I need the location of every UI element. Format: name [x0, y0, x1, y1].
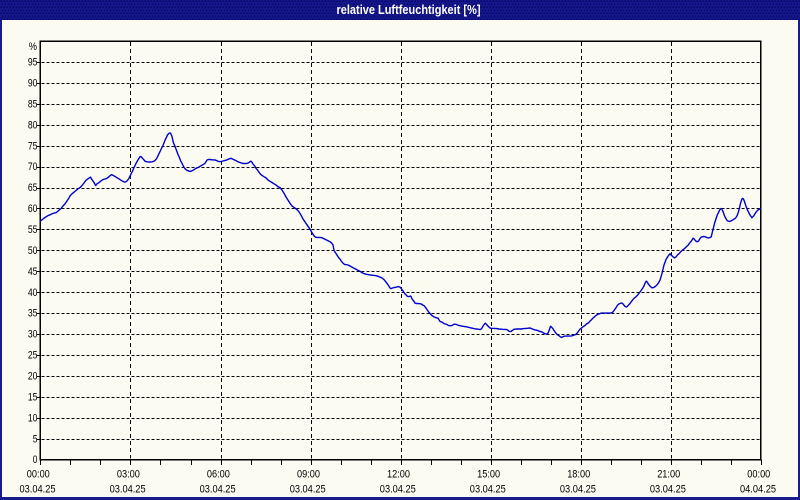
- svg-text:03.04.25: 03.04.25: [470, 484, 506, 496]
- svg-text:%: %: [29, 41, 37, 53]
- svg-text:0: 0: [33, 454, 38, 466]
- svg-text:03.04.25: 03.04.25: [200, 484, 236, 496]
- svg-text:35: 35: [28, 308, 38, 320]
- svg-text:12:00: 12:00: [387, 468, 410, 480]
- svg-text:relative Luftfeuchtigkeit [%]: relative Luftfeuchtigkeit [%]: [337, 3, 481, 17]
- svg-text:15: 15: [28, 391, 38, 403]
- svg-text:00:00: 00:00: [747, 468, 770, 480]
- svg-text:80: 80: [28, 119, 38, 131]
- svg-text:03.04.25: 03.04.25: [560, 484, 596, 496]
- svg-text:03.04.25: 03.04.25: [290, 484, 326, 496]
- svg-text:00:00: 00:00: [27, 468, 50, 480]
- svg-text:50: 50: [28, 245, 38, 257]
- svg-text:03.04.25: 03.04.25: [380, 484, 416, 496]
- svg-text:40: 40: [28, 287, 38, 299]
- svg-text:70: 70: [28, 161, 38, 173]
- svg-text:75: 75: [28, 140, 38, 152]
- svg-text:18:00: 18:00: [567, 468, 590, 480]
- svg-text:20: 20: [28, 371, 38, 383]
- svg-text:06:00: 06:00: [207, 468, 230, 480]
- svg-text:65: 65: [28, 182, 38, 194]
- svg-text:03.04.25: 03.04.25: [110, 484, 146, 496]
- svg-text:45: 45: [28, 266, 38, 278]
- svg-text:60: 60: [28, 203, 38, 215]
- svg-text:15:00: 15:00: [477, 468, 500, 480]
- svg-text:5: 5: [33, 433, 38, 445]
- svg-text:03.04.25: 03.04.25: [650, 484, 686, 496]
- svg-text:30: 30: [28, 329, 38, 341]
- svg-text:90: 90: [28, 78, 38, 90]
- svg-text:10: 10: [28, 412, 38, 424]
- svg-text:03:00: 03:00: [117, 468, 140, 480]
- svg-text:25: 25: [28, 350, 38, 362]
- svg-text:21:00: 21:00: [657, 468, 680, 480]
- svg-text:55: 55: [28, 224, 38, 236]
- svg-text:95: 95: [28, 57, 38, 69]
- svg-text:04.04.25: 04.04.25: [740, 484, 776, 496]
- svg-text:09:00: 09:00: [297, 468, 320, 480]
- svg-text:03.04.25: 03.04.25: [20, 484, 56, 496]
- svg-text:85: 85: [28, 98, 38, 110]
